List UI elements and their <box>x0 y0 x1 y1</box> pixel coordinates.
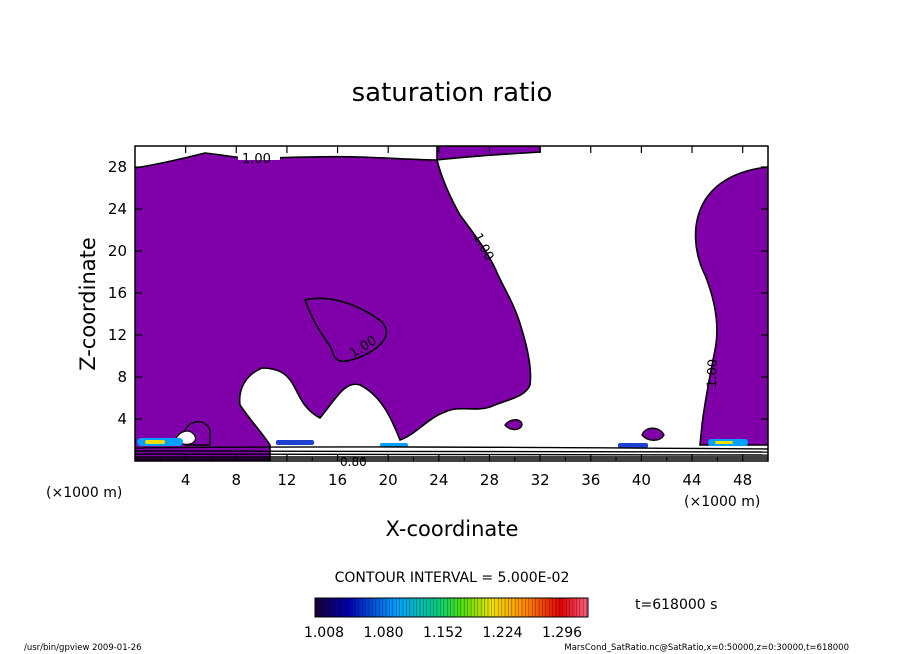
x-tick-label: 24 <box>429 471 448 489</box>
x-tick-label: 48 <box>733 471 752 489</box>
footer-left: /usr/bin/gpview 2009-01-26 <box>24 643 142 653</box>
x-tick-label: 40 <box>632 471 651 489</box>
x-tick-label: 36 <box>581 471 600 489</box>
hotspot-1-core <box>145 440 165 444</box>
hotspot-3 <box>380 443 408 447</box>
chart-title: saturation ratio <box>352 78 553 108</box>
y-tick-label: 8 <box>117 368 127 386</box>
x-tick-label: 20 <box>379 471 398 489</box>
contour-interval: CONTOUR INTERVAL = 5.000E-02 <box>335 570 570 586</box>
footer-right: MarsCond_SatRatio.nc@SatRatio,x=0:50000,… <box>564 643 849 653</box>
x-unit-right: (×1000 m) <box>684 494 760 510</box>
x-tick-label: 32 <box>531 471 550 489</box>
x-axis: 4 8 12 16 20 24 28 32 36 40 44 48 <box>159 146 752 489</box>
blob-2 <box>641 427 665 441</box>
colorbar-labels: 1.008 1.080 1.152 1.224 1.296 <box>304 625 582 641</box>
contour-label: 1.00 <box>242 152 271 167</box>
colorbar-tick-label: 1.152 <box>423 625 463 641</box>
hotspot-2 <box>276 440 314 445</box>
surface-contours <box>135 446 768 460</box>
hotspot-4 <box>618 443 648 448</box>
x-tick-label: 4 <box>181 471 191 489</box>
contour-label: 1.00 <box>705 359 721 388</box>
blob-1 <box>504 419 523 431</box>
y-axis-label: Z-coordinate <box>76 237 100 371</box>
colorbar-tick-label: 1.080 <box>363 625 403 641</box>
colorbar <box>314 597 589 618</box>
y-tick-label: 4 <box>117 410 127 428</box>
x-unit-left: (×1000 m) <box>46 485 122 501</box>
y-tick-label: 12 <box>108 326 127 344</box>
colorbar-tick-label: 1.224 <box>482 625 522 641</box>
x-tick-label: 28 <box>480 471 499 489</box>
colorbar-tick-label: 1.296 <box>542 625 582 641</box>
contour-label: 0.80 <box>340 455 367 469</box>
hotspot-5-core <box>715 441 733 444</box>
x-tick-label: 16 <box>328 471 347 489</box>
y-tick-label: 24 <box>108 200 127 218</box>
y-axis: 4 8 12 16 20 24 28 <box>108 158 768 428</box>
x-tick-label: 12 <box>277 471 296 489</box>
colorbar-stripes <box>317 598 587 617</box>
supersaturated-region-right <box>694 166 768 446</box>
colorbar-tick-label: 1.008 <box>304 625 344 641</box>
supersaturated-region-left <box>135 152 532 461</box>
supersaturated-region-top <box>436 146 541 161</box>
x-axis-label: X-coordinate <box>386 517 519 541</box>
x-tick-label: 44 <box>682 471 701 489</box>
contour-fill-group <box>135 146 768 461</box>
y-tick-label: 20 <box>108 242 127 260</box>
y-tick-label: 16 <box>108 284 127 302</box>
y-tick-label: 28 <box>108 158 127 176</box>
time-label: t=618000 s <box>635 597 717 613</box>
plot-frame <box>134 145 769 462</box>
x-tick-label: 8 <box>232 471 242 489</box>
